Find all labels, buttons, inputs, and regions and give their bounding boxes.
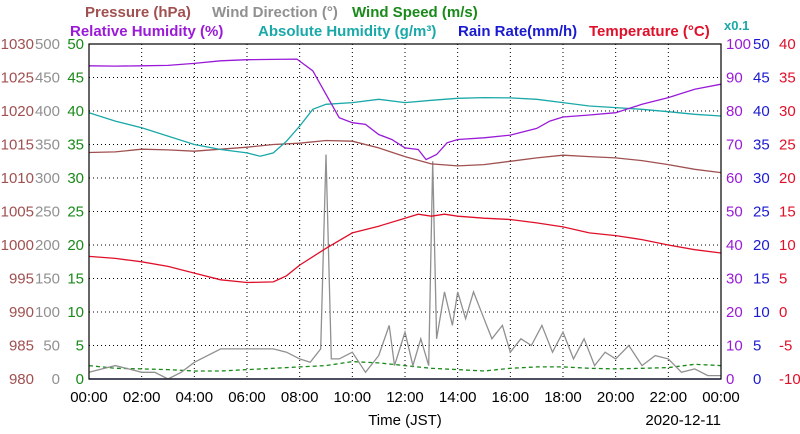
y-tick-label-rain-rate: 35 bbox=[753, 137, 770, 154]
x-tick-label: 20:00 bbox=[597, 389, 635, 406]
y-tick-label-wind-direction: 400 bbox=[35, 103, 60, 120]
x-tick-label: 08:00 bbox=[281, 389, 319, 406]
y-tick-label-pressure: 1020 bbox=[1, 103, 34, 120]
date-label: 2020-12-11 bbox=[645, 412, 721, 429]
y-tick-label-rain-rate: 50 bbox=[753, 36, 770, 53]
y-tick-label-pressure: 1030 bbox=[1, 36, 34, 53]
y-tick-label-wind-direction: 50 bbox=[43, 338, 60, 355]
y-tick-label-wind-direction: 250 bbox=[35, 204, 60, 221]
y-tick-label-pressure: 1010 bbox=[1, 170, 34, 187]
y-tick-label-wind-speed: 40 bbox=[67, 103, 84, 120]
y-tick-label-relative-humidity: 100 bbox=[726, 36, 751, 53]
y-tick-label-wind-direction: 100 bbox=[35, 304, 60, 321]
y-tick-label-rain-rate: 15 bbox=[753, 271, 770, 288]
y-tick-label-wind-speed: 30 bbox=[67, 170, 84, 187]
y-tick-label-rain-rate: 20 bbox=[753, 237, 770, 254]
y-tick-label-relative-humidity: 80 bbox=[726, 103, 743, 120]
title-row1-item: Wind Direction (°) bbox=[212, 4, 338, 21]
series-line-relative-humidity bbox=[88, 58, 722, 161]
x-tick-label: 00:00 bbox=[702, 389, 740, 406]
y-tick-label-rain-rate: 25 bbox=[753, 204, 770, 221]
plot-border bbox=[88, 43, 722, 380]
y-tick-label-wind-speed: 5 bbox=[76, 338, 84, 355]
y-tick-label-wind-direction: 200 bbox=[35, 237, 60, 254]
title-row2-item: Absolute Humidity (g/m³) bbox=[258, 23, 436, 40]
y-tick-label-relative-humidity: 40 bbox=[726, 237, 743, 254]
x-tick-label: 00:00 bbox=[70, 389, 108, 406]
y-tick-label-pressure: 990 bbox=[9, 304, 34, 321]
y-tick-label-temperature: 10 bbox=[779, 237, 796, 254]
y-tick-label-rain-rate: 30 bbox=[753, 170, 770, 187]
y-tick-label-relative-humidity: 0 bbox=[726, 371, 734, 388]
x-axis-label: Time (JST) bbox=[368, 412, 442, 429]
series-line-temperature-c bbox=[88, 213, 722, 284]
y-tick-label-relative-humidity: 90 bbox=[726, 70, 743, 87]
y-tick-label-rain-rate: 40 bbox=[753, 103, 770, 120]
y-tick-label-wind-direction: 300 bbox=[35, 170, 60, 187]
y-tick-label-wind-speed: 50 bbox=[67, 36, 84, 53]
y-tick-label-temperature: 30 bbox=[779, 103, 796, 120]
y-tick-label-temperature: 15 bbox=[779, 204, 796, 221]
y-tick-label-pressure: 1005 bbox=[1, 204, 34, 221]
y-tick-label-relative-humidity: 20 bbox=[726, 304, 743, 321]
y-tick-label-wind-speed: 15 bbox=[67, 271, 84, 288]
y-tick-label-rain-rate: 10 bbox=[753, 304, 770, 321]
y-tick-label-wind-speed: 25 bbox=[67, 204, 84, 221]
title-row2-item: Relative Humidity (%) bbox=[70, 23, 223, 40]
x-tick-label: 14:00 bbox=[439, 389, 477, 406]
y-tick-label-temperature: 0 bbox=[779, 304, 787, 321]
y-tick-label-pressure: 1000 bbox=[1, 237, 34, 254]
y-tick-label-wind-direction: 350 bbox=[35, 137, 60, 154]
x-tick-label: 04:00 bbox=[176, 389, 214, 406]
title-row2-item: Rain Rate(mm/h) bbox=[458, 23, 577, 40]
y-tick-label-wind-speed: 10 bbox=[67, 304, 84, 321]
y-tick-label-temperature: -10 bbox=[779, 371, 800, 388]
y-tick-label-rain-rate: 5 bbox=[753, 338, 761, 355]
y-tick-label-relative-humidity: 70 bbox=[726, 137, 743, 154]
y-tick-label-temperature: 5 bbox=[779, 271, 787, 288]
y-tick-label-pressure: 980 bbox=[9, 371, 34, 388]
title-row1-item: Pressure (hPa) bbox=[85, 4, 191, 21]
y-tick-label-temperature: -5 bbox=[779, 338, 792, 355]
y-tick-label-wind-speed: 0 bbox=[76, 371, 84, 388]
y-tick-label-temperature: 20 bbox=[779, 170, 796, 187]
y-tick-label-pressure: 985 bbox=[9, 338, 34, 355]
y-tick-label-rain-rate: 0 bbox=[753, 371, 761, 388]
x-tick-label: 12:00 bbox=[386, 389, 424, 406]
series-line-wind-speed-m-s bbox=[88, 360, 722, 372]
title-row1-item: Wind Speed (m/s) bbox=[352, 4, 478, 21]
y-tick-label-temperature: 35 bbox=[779, 70, 796, 87]
x-tick-label: 16:00 bbox=[492, 389, 530, 406]
y-tick-label-wind-speed: 45 bbox=[67, 70, 84, 87]
series-line-pressure-hpa bbox=[88, 139, 722, 174]
y-tick-label-wind-direction: 0 bbox=[52, 371, 60, 388]
x-tick-label: 18:00 bbox=[544, 389, 582, 406]
series-line-wind-direction bbox=[88, 154, 721, 380]
title-row2-item: Temperature (°C) bbox=[589, 23, 710, 40]
y-tick-label-pressure: 1025 bbox=[1, 70, 34, 87]
y-tick-label-relative-humidity: 50 bbox=[726, 204, 743, 221]
y-tick-label-pressure: 1015 bbox=[1, 137, 34, 154]
y-tick-label-relative-humidity: 30 bbox=[726, 271, 743, 288]
y-tick-label-temperature: 40 bbox=[779, 36, 796, 53]
series-line-absolute-humidity-g-m bbox=[88, 96, 722, 157]
y-tick-label-relative-humidity: 10 bbox=[726, 338, 743, 355]
y-tick-label-wind-direction: 500 bbox=[35, 36, 60, 53]
x-tick-label: 22:00 bbox=[650, 389, 688, 406]
y-tick-label-wind-speed: 35 bbox=[67, 137, 84, 154]
x-tick-label: 06:00 bbox=[228, 389, 266, 406]
multiplier-label: x0.1 bbox=[724, 18, 749, 33]
y-tick-label-wind-speed: 20 bbox=[67, 237, 84, 254]
y-tick-label-temperature: 25 bbox=[779, 137, 796, 154]
y-tick-label-relative-humidity: 60 bbox=[726, 170, 743, 187]
x-tick-label: 10:00 bbox=[334, 389, 372, 406]
y-tick-label-wind-direction: 450 bbox=[35, 70, 60, 87]
y-tick-label-pressure: 995 bbox=[9, 271, 34, 288]
y-tick-label-rain-rate: 45 bbox=[753, 70, 770, 87]
y-tick-label-wind-direction: 150 bbox=[35, 271, 60, 288]
x-tick-label: 02:00 bbox=[123, 389, 161, 406]
